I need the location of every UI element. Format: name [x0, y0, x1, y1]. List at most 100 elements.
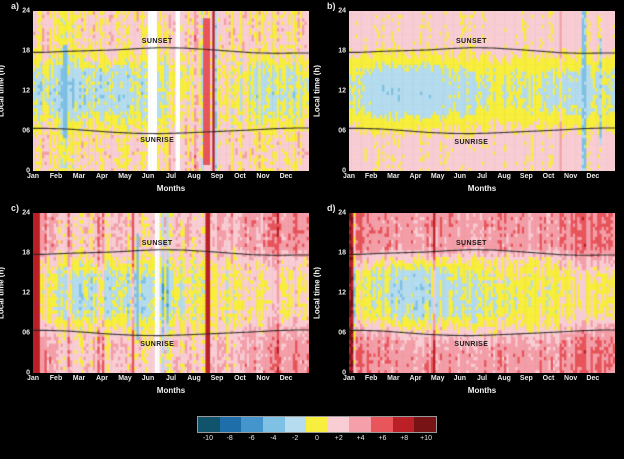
y-axis-label: Local time (h) [0, 64, 6, 118]
month-tick-label: Oct [542, 173, 555, 180]
month-tick-label: Jul [165, 173, 177, 180]
month-tick-label: Feb [364, 375, 378, 382]
month-tick-label: Nov [256, 173, 270, 180]
month-tick-label: Jan [26, 375, 40, 382]
month-tick-label: Nov [564, 375, 578, 382]
month-tick-label: Apr [409, 173, 422, 180]
sunset-label: SUNSET [141, 240, 173, 248]
time-tick-label: 18 [338, 249, 346, 257]
colorbar-segment [306, 417, 328, 432]
time-tick-label: 12 [22, 87, 30, 95]
time-tick-label: 0 [26, 167, 30, 175]
colorbar-tick-label: -6 [248, 435, 255, 442]
month-tick-label: Aug [187, 173, 201, 180]
month-tick-label: Sep [210, 173, 224, 180]
heatmap-panel-b: b) Local time (h) Months SUNSET SUNRISE … [313, 1, 615, 193]
colorbar-tick-label: -8 [226, 435, 233, 442]
colorbar-segment [262, 417, 285, 432]
time-tick-label: 18 [338, 47, 346, 55]
time-tick-label: 18 [22, 249, 30, 257]
x-axis-label: Months [156, 386, 186, 395]
heatmap-canvas-d [349, 213, 615, 373]
time-tick-label: 06 [22, 329, 30, 337]
time-tick-label: 12 [22, 289, 30, 297]
time-tick-label: 12 [338, 87, 346, 95]
time-tick-label: 18 [22, 47, 30, 55]
colorbar-segment [327, 417, 350, 432]
month-tick-label: Jan [26, 173, 40, 180]
month-tick-label: Aug [187, 375, 201, 382]
month-tick-label: Mar [72, 375, 86, 382]
colorbar-tick-label: +10 [420, 435, 432, 442]
heatmap-canvas-c [33, 213, 309, 373]
month-tick-label: Jul [476, 173, 488, 180]
month-tick-label: Jan [342, 173, 356, 180]
month-tick-label: Oct [542, 375, 555, 382]
y-axis-label: Local time (h) [312, 266, 322, 320]
month-tick-label: Jun [453, 173, 467, 180]
month-tick-label: Jul [165, 375, 177, 382]
colorbar-segment [198, 417, 220, 432]
colorbar-tick-label: -10 [202, 435, 213, 442]
month-tick-label: Feb [364, 173, 378, 180]
month-tick-label: Sep [519, 375, 533, 382]
month-tick-label: May [430, 375, 445, 382]
month-tick-label: Oct [234, 375, 246, 382]
y-axis-label: Local time (h) [0, 266, 6, 320]
x-axis-label: Months [467, 386, 497, 395]
time-tick-label: 24 [338, 209, 346, 217]
x-axis-label: Months [467, 184, 497, 193]
month-tick-label: May [430, 173, 445, 180]
month-tick-label: May [118, 173, 132, 180]
colorbar-tick-label: 0 [315, 435, 319, 442]
month-tick-label: Apr [95, 173, 109, 180]
colorbar-segment [392, 417, 415, 432]
colorbar-segment [219, 417, 242, 432]
time-tick-label: 12 [338, 289, 346, 297]
heatmap-canvas-a [33, 11, 309, 171]
sunset-label: SUNSET [455, 240, 487, 248]
month-tick-label: Jun [453, 375, 467, 382]
month-tick-label: Sep [519, 173, 533, 180]
colorbar-tick-label: -2 [292, 435, 299, 442]
time-tick-label: 06 [22, 127, 30, 135]
month-tick-label: Jul [476, 375, 488, 382]
sunrise-label: SUNRISE [454, 139, 489, 146]
month-tick-label: Apr [409, 375, 422, 382]
month-tick-label: Nov [564, 173, 578, 180]
colorbar-tick-labels: -10 -8 -6 -4 -2 0 +2 +4 +6 +8 +10 [197, 435, 437, 442]
time-tick-label: 0 [26, 369, 30, 377]
colorbar-segment [349, 417, 372, 432]
month-tick-label: Feb [49, 375, 63, 382]
month-tick-label: Aug [497, 173, 511, 180]
colorbar-tick-label: +2 [334, 435, 343, 442]
month-tick-label: Feb [49, 173, 63, 180]
month-tick-label: Nov [256, 375, 270, 382]
time-tick-label: 0 [342, 167, 346, 175]
month-tick-label: Dec [279, 375, 293, 382]
month-tick-label: Sep [210, 375, 224, 382]
x-axis-label: Months [156, 184, 186, 193]
heatmap-canvas-b [349, 11, 615, 171]
month-tick-label: Jun [141, 173, 155, 180]
colorbar-tick-label: +4 [356, 435, 365, 442]
month-tick-label: Jan [342, 375, 356, 382]
heatmap-panel-d: d) Local time (h) Months SUNSET SUNRISE … [313, 203, 615, 395]
colorbar-segment [414, 417, 437, 432]
panel-letter-b: b) [327, 1, 336, 11]
month-tick-label: Dec [279, 173, 293, 180]
sunset-label: SUNSET [141, 38, 173, 46]
month-tick-label: Apr [95, 375, 109, 382]
time-tick-label: 0 [342, 369, 346, 377]
colorbar-tick-label: -4 [270, 435, 277, 442]
panel-letter-a: a) [11, 1, 20, 11]
month-tick-label: Oct [234, 173, 246, 180]
month-tick-label: Mar [387, 173, 400, 180]
time-tick-label: 24 [22, 7, 30, 15]
panel-letter-c: c) [11, 203, 20, 213]
colorbar-segment [284, 417, 307, 432]
colorbar: -10 -8 -6 -4 -2 0 +2 +4 +6 +8 +10 [197, 416, 437, 442]
month-tick-label: Mar [387, 375, 400, 382]
month-tick-label: Aug [497, 375, 511, 382]
